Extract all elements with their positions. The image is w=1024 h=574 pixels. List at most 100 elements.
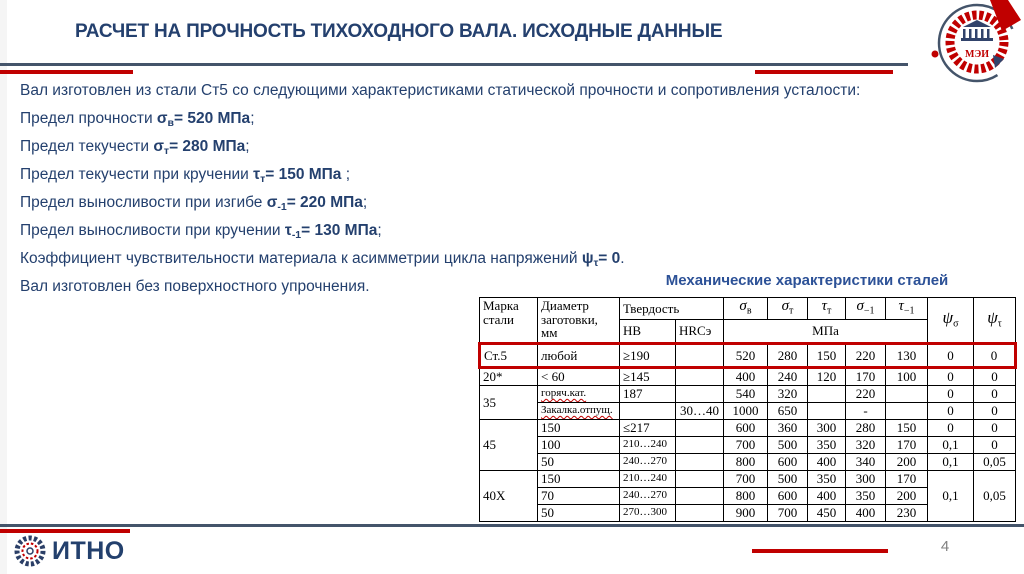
- table-cell: 230: [885, 504, 928, 522]
- table-cell: Ст.5: [478, 342, 538, 369]
- table-header-row: НВ HRCэ МПа: [480, 319, 1016, 344]
- table-row: 50 240…270 800 600 400 340 200 0,1 0,05: [480, 453, 1016, 471]
- table-cell: 40Х: [479, 470, 538, 522]
- table-cell: Закалка.отпущ.: [537, 402, 620, 420]
- table-cell: 170: [885, 470, 928, 488]
- footer-divider-line: [0, 524, 1024, 527]
- table-header-symbol: ψτ: [973, 297, 1016, 344]
- table-row: 20* < 60 ≥145 400 240 120 170 100 0 0: [479, 367, 1016, 386]
- table-header-symbol: σ−1: [845, 297, 886, 320]
- table-cell: любой: [537, 342, 620, 369]
- table-cell: 340: [845, 453, 886, 471]
- table-cell: 400: [807, 453, 846, 471]
- body-line: Предел выносливости при изгибе σ-1= 220 …: [20, 194, 368, 213]
- table-cell: [675, 470, 724, 488]
- table-cell: 320: [767, 385, 808, 403]
- table-cell: 450: [807, 504, 846, 522]
- table-cell: 350: [845, 487, 886, 505]
- table-cell: 800: [723, 487, 768, 505]
- table-cell: 300: [845, 470, 886, 488]
- table-cell: 120: [807, 367, 846, 386]
- table-row: 70 240…270 800 600 400 350 200: [480, 487, 1016, 505]
- table-cell: 0: [973, 367, 1016, 386]
- table-cell: 900: [723, 504, 768, 522]
- table-cell: 600: [723, 419, 768, 437]
- table-row: 50 270…300 900 700 450 400 230: [480, 504, 1016, 522]
- table-cell: [675, 504, 724, 522]
- table-caption: Механические характеристики сталей: [665, 272, 949, 289]
- table-cell: 170: [845, 367, 886, 386]
- table-row: 40Х 150 210…240 700 500 350 300 170 0,1 0,05: [479, 470, 1016, 522]
- table-header-cell: МПа: [723, 319, 928, 344]
- table-header-cell: Твердость: [619, 297, 724, 320]
- table-cell: 0,05: [973, 470, 1016, 522]
- table-cell: 50: [537, 504, 620, 522]
- table-header-symbol: ψσ: [927, 297, 974, 344]
- table-cell: 400: [807, 487, 846, 505]
- table-cell: 0: [927, 385, 974, 403]
- table-cell: 35: [479, 385, 538, 420]
- table-cell: 200: [885, 453, 928, 471]
- table-cell: [619, 402, 676, 420]
- table-cell: 150: [537, 419, 620, 437]
- table-cell: 0,1: [927, 470, 974, 522]
- table-cell: 210…240: [619, 470, 676, 488]
- itno-logo: ИТНО: [12, 533, 125, 569]
- table-cell: 520: [723, 342, 768, 369]
- table-cell: 600: [767, 487, 808, 505]
- table-cell: 200: [885, 487, 928, 505]
- table-cell: 700: [767, 504, 808, 522]
- table-cell: 700: [723, 470, 768, 488]
- body-text-block: Вал изготовлен из стали Ст5 со следующим…: [20, 79, 1010, 303]
- footer-red-accent-right: [752, 549, 888, 553]
- table-cell: [807, 402, 846, 420]
- table-cell: 240: [767, 367, 808, 386]
- table-cell: 240…270: [619, 487, 676, 505]
- table-cell: 350: [807, 436, 846, 454]
- table-cell: 0,05: [973, 453, 1016, 471]
- table-cell: 0: [973, 402, 1016, 420]
- table-cell: 0,1: [927, 453, 974, 471]
- steel-properties-table: Марка стали Диаметр заготовки, мм Твердост…: [478, 297, 1017, 522]
- table-cell: [807, 385, 846, 403]
- table-cell: 45: [479, 419, 538, 471]
- body-line: Предел текучести σт= 280 МПа;: [20, 138, 250, 157]
- table-cell: 0,1: [927, 436, 974, 454]
- table-row: Закалка.отпущ. 30…40 1000 650 - 0 0: [480, 402, 1016, 420]
- table-cell: 540: [723, 385, 768, 403]
- table-header-cell: Марка стали: [479, 297, 538, 344]
- table-header-cell: НВ: [619, 319, 676, 344]
- table-cell: 170: [885, 436, 928, 454]
- table-cell: 0: [973, 419, 1016, 437]
- itno-logo-text: ИТНО: [52, 536, 125, 565]
- body-line: Вал изготовлен без поверхностного упрочн…: [20, 278, 370, 295]
- page-number: 4: [940, 538, 950, 555]
- table-cell: 210…240: [619, 436, 676, 454]
- table-cell: [675, 453, 724, 471]
- table-row: 35 горяч.кат. 187 540 320 220 0 0: [479, 385, 1016, 420]
- table-cell: 130: [885, 342, 928, 369]
- table-cell: 650: [767, 402, 808, 420]
- table-cell: 800: [723, 453, 768, 471]
- table-cell: 280: [845, 419, 886, 437]
- table-header-symbol: σв: [723, 297, 768, 320]
- table-cell: [675, 487, 724, 505]
- body-line: Предел текучести при кручении τт= 150 МП…: [20, 166, 351, 185]
- table-cell: 0: [973, 385, 1016, 403]
- table-cell: 150: [807, 342, 846, 369]
- table-cell: 700: [723, 436, 768, 454]
- body-line: Предел выносливости при кручении τ-1= 13…: [20, 222, 382, 241]
- table-cell: [675, 385, 724, 403]
- mei-logo-text: МЭИ: [965, 49, 989, 60]
- header-divider-line: [0, 63, 908, 66]
- table-cell: 500: [767, 470, 808, 488]
- table-cell: горяч.кат.: [537, 385, 620, 403]
- table-cell: 150: [537, 470, 620, 488]
- table-cell: < 60: [537, 367, 620, 386]
- table-header-cell: Диаметр заготовки, мм: [537, 297, 620, 344]
- body-line: Коэффициент чувствительности материала к…: [20, 250, 625, 269]
- table-cell: 100: [537, 436, 620, 454]
- table-cell: [675, 342, 724, 369]
- table-cell: 100: [885, 367, 928, 386]
- table-cell: 20*: [479, 367, 538, 386]
